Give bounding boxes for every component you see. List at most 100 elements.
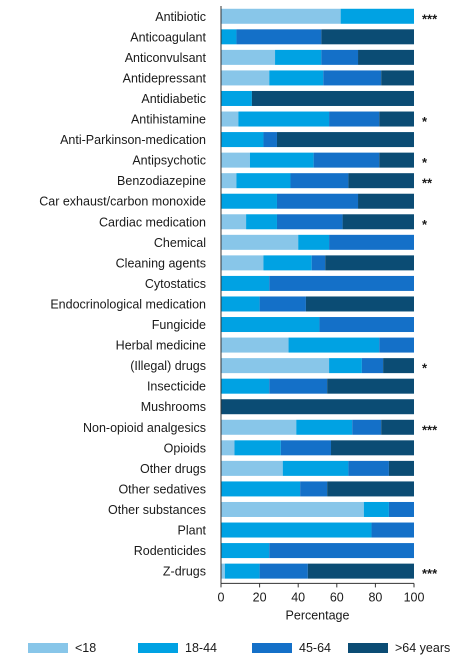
bar-segment — [221, 296, 260, 312]
bar-segment — [221, 481, 301, 497]
bar-segment — [381, 419, 414, 435]
legend-label: <18 — [75, 641, 96, 655]
significance-labels: *************** — [422, 11, 438, 581]
bar-segment — [251, 90, 414, 106]
bar-segment — [221, 90, 252, 106]
bar-segment — [383, 358, 414, 374]
bar-segment — [282, 460, 349, 476]
x-tick-label: 0 — [218, 590, 225, 604]
bar-segment — [221, 358, 330, 374]
bar-segment — [348, 173, 414, 189]
bar-segment — [327, 481, 414, 497]
bar-segment — [221, 563, 225, 579]
category-label: Z-drugs — [163, 565, 206, 579]
significance-marker: * — [422, 155, 428, 170]
bar-segment — [329, 234, 414, 250]
bar-segment — [321, 49, 359, 65]
category-label: Other drugs — [140, 462, 206, 476]
bar-segment — [327, 378, 414, 394]
bar-segment — [221, 255, 264, 271]
category-label: Opioids — [164, 441, 206, 455]
category-label: Fungicide — [152, 318, 206, 332]
bar-segment — [311, 255, 326, 271]
bar-segment — [221, 275, 270, 291]
category-label: Herbal medicine — [116, 339, 206, 353]
bar-segment — [313, 152, 380, 168]
category-label: Other substances — [108, 503, 206, 517]
bar-segment — [269, 378, 328, 394]
bar-segment — [296, 419, 353, 435]
bar-segment — [263, 132, 277, 148]
x-axis-title: Percentage — [286, 608, 350, 622]
category-label: Anticoagulant — [130, 30, 206, 44]
bar-segment — [221, 49, 276, 65]
bar-segment — [329, 358, 362, 374]
bar-segment — [280, 440, 332, 456]
bar-segment — [319, 317, 414, 333]
bar-segment — [348, 460, 389, 476]
bar-segment — [238, 111, 330, 127]
category-label: Mushrooms — [141, 400, 206, 414]
category-label: Cardiac medication — [99, 215, 206, 229]
bar-segment — [358, 193, 414, 209]
category-label: Plant — [178, 524, 207, 538]
bar-segment — [249, 152, 314, 168]
bar-segment — [221, 234, 299, 250]
bar-segment — [276, 193, 359, 209]
bar-segment — [221, 522, 372, 538]
bar-segment — [307, 563, 414, 579]
bar-segment — [288, 337, 380, 353]
bar-segment — [221, 70, 270, 86]
bar-segment — [221, 132, 264, 148]
category-label: Antidepressant — [123, 71, 207, 85]
bar-segment — [221, 317, 320, 333]
bar-segment — [236, 29, 322, 45]
bar-segment — [323, 70, 382, 86]
x-tick-label: 40 — [291, 590, 305, 604]
bar-segment — [275, 49, 322, 65]
bar-segment — [221, 152, 250, 168]
bar-segment — [361, 358, 384, 374]
x-axis: 0 20 40 60 80 100 — [218, 6, 424, 604]
legend-swatch — [138, 643, 178, 653]
bar-segment — [269, 275, 414, 291]
bar-segment — [388, 501, 414, 517]
bar-segment — [298, 234, 330, 250]
category-label: Endocrinological medication — [50, 297, 206, 311]
bar-segment — [269, 70, 324, 86]
category-label: Cytostatics — [145, 277, 206, 291]
bar-segment — [259, 296, 306, 312]
bar-segment — [329, 111, 380, 127]
legend-label: 45-64 — [299, 641, 331, 655]
bar-segment — [269, 543, 414, 559]
bar-segment — [221, 419, 297, 435]
significance-marker: * — [422, 361, 428, 376]
bar-segment — [371, 522, 414, 538]
legend-swatch — [28, 643, 68, 653]
bar-segment — [388, 460, 414, 476]
bar-segment — [321, 29, 414, 45]
bar-segment — [331, 440, 414, 456]
bar-segment — [221, 378, 270, 394]
bar-segment — [300, 481, 328, 497]
bars-layer — [221, 8, 414, 579]
category-label: Car exhaust/carbon monoxide — [39, 195, 206, 209]
category-label: Antibiotic — [155, 10, 206, 24]
bar-segment — [236, 173, 291, 189]
category-label: Anticonvulsant — [125, 51, 207, 65]
significance-marker: * — [422, 217, 428, 232]
bar-segment — [381, 70, 414, 86]
category-labels: Antibiotic Anticoagulant Anticonvulsant Ant… — [39, 10, 206, 579]
bar-segment — [340, 8, 414, 24]
bar-segment — [363, 501, 389, 517]
legend-swatch — [252, 643, 292, 653]
bar-segment — [325, 255, 414, 271]
category-label: Non-opioid analgesics — [83, 421, 206, 435]
bar-segment — [379, 111, 414, 127]
category-label: Antidiabetic — [141, 92, 206, 106]
category-label: Rodenticides — [134, 544, 206, 558]
bar-segment — [379, 152, 414, 168]
bar-segment — [276, 214, 343, 230]
bar-segment — [221, 399, 414, 415]
